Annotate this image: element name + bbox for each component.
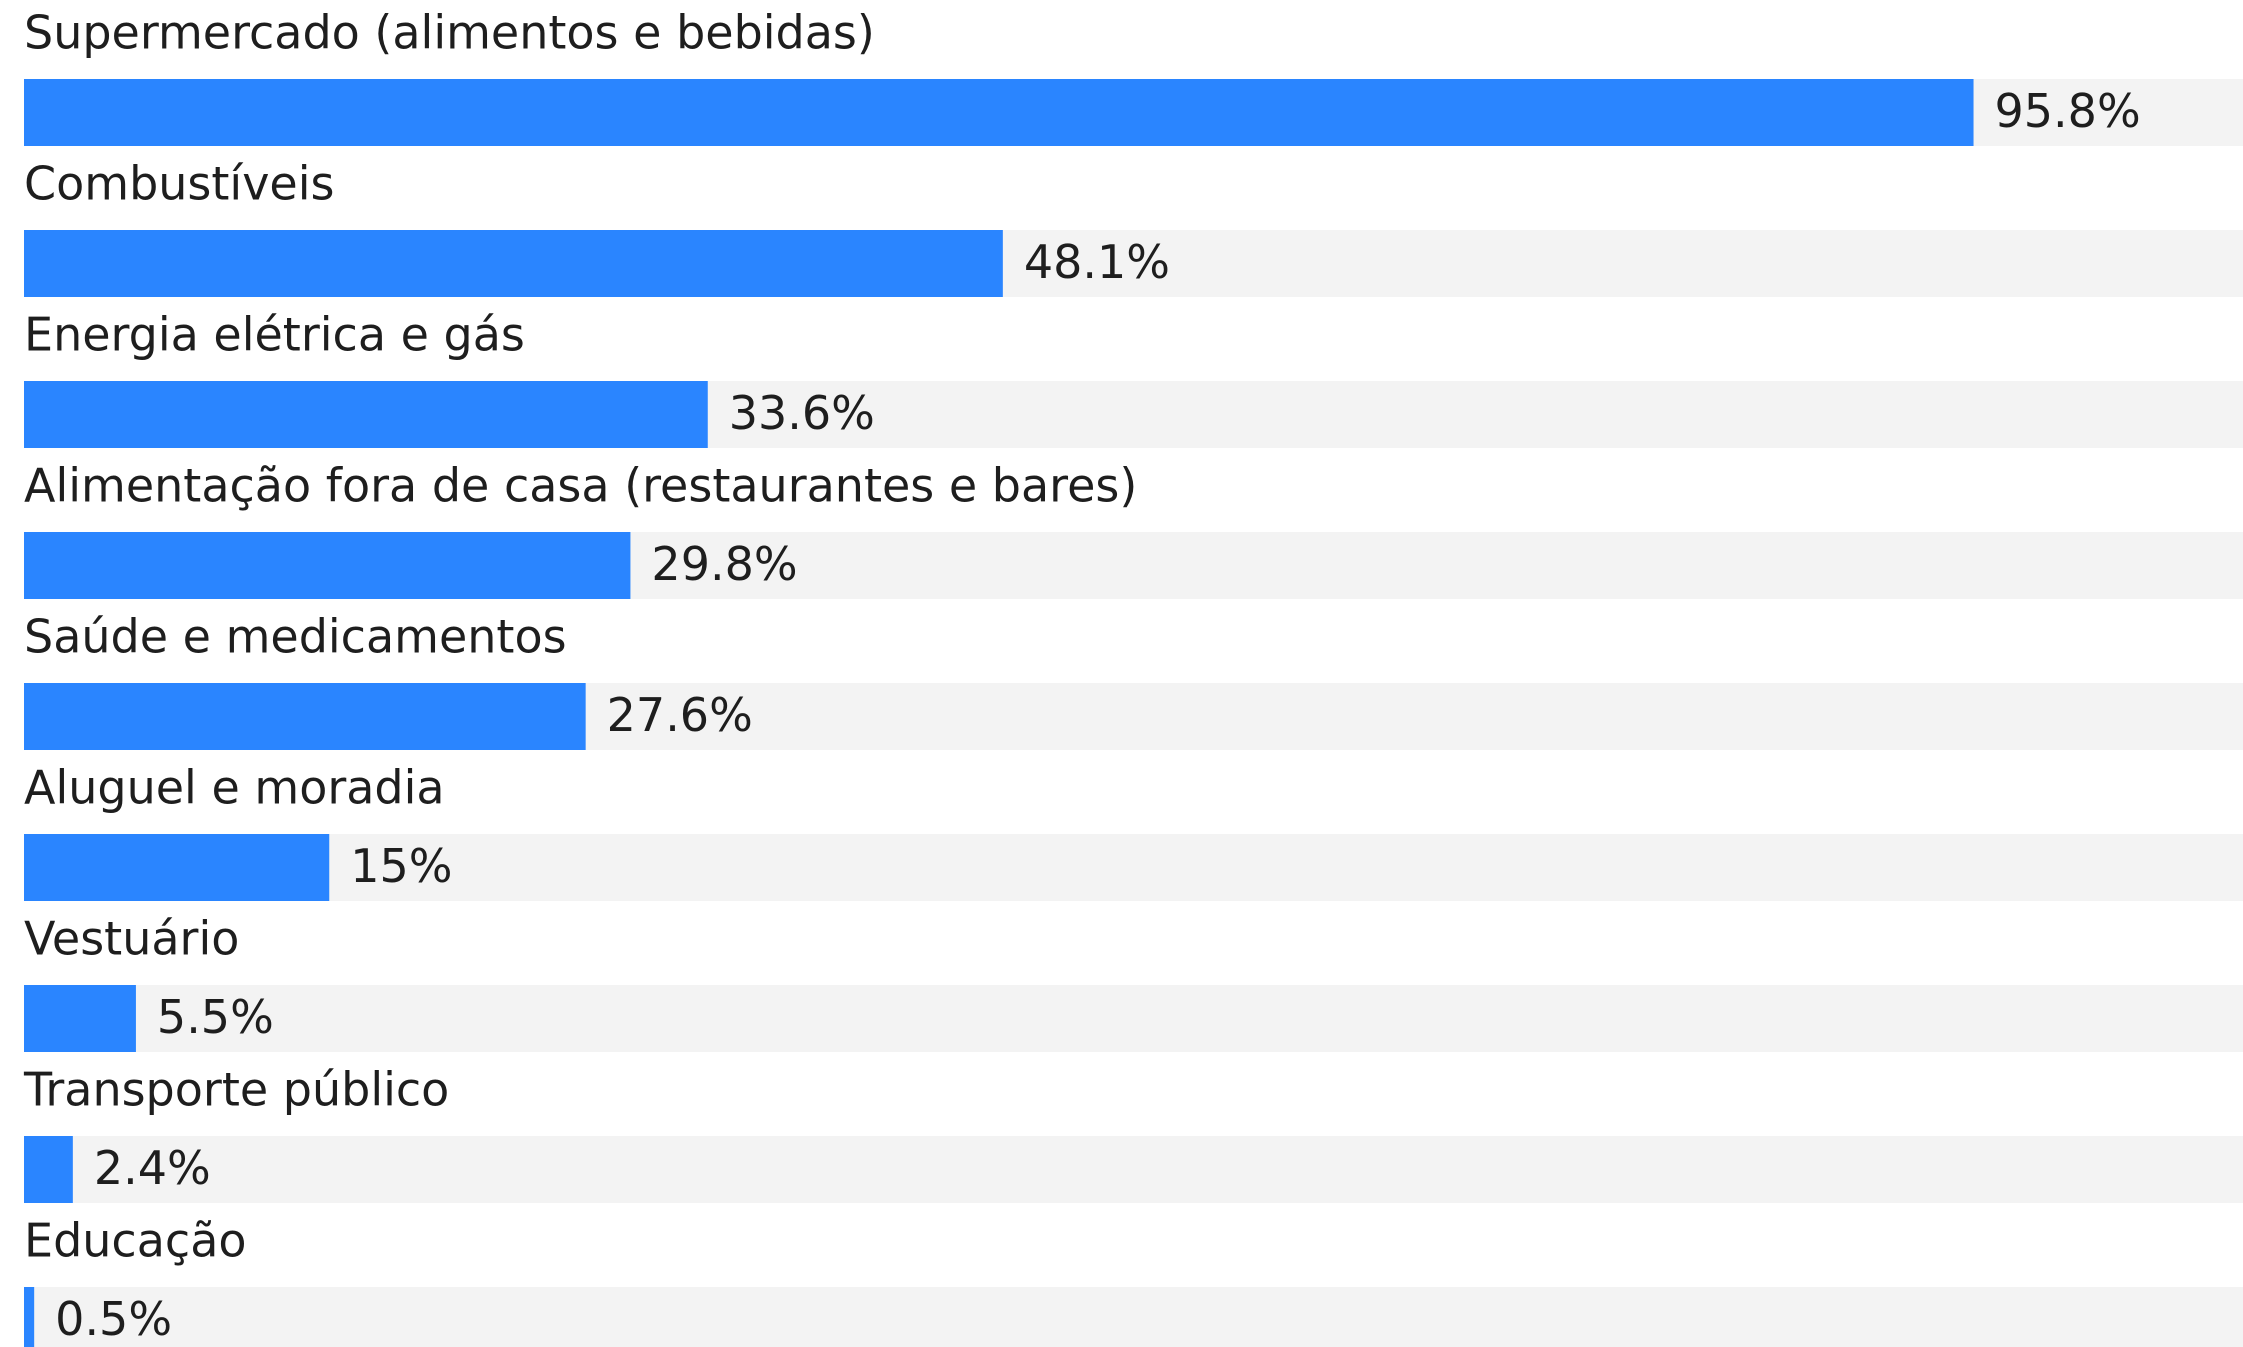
bar [24, 79, 1974, 146]
value-label: 5.5% [157, 990, 274, 1044]
bar-track [24, 834, 2243, 901]
category-label: Alimentação fora de casa (restaurantes e… [24, 459, 1137, 513]
value-label: 0.5% [55, 1292, 172, 1346]
value-label: 27.6% [607, 688, 753, 742]
bar [24, 683, 586, 750]
value-label: 95.8% [1995, 84, 2141, 138]
category-label: Saúde e medicamentos [24, 610, 567, 664]
category-label: Transporte público [23, 1063, 449, 1117]
value-label: 29.8% [651, 537, 797, 591]
bar-track [24, 1287, 2243, 1347]
value-label: 15% [350, 839, 452, 893]
category-label: Aluguel e moradia [24, 761, 445, 815]
bar [24, 985, 136, 1052]
value-label: 48.1% [1024, 235, 1170, 289]
bar [24, 230, 1003, 297]
bar [24, 1287, 35, 1347]
bar [24, 834, 330, 901]
bar-track [24, 985, 2243, 1052]
category-label: Combustíveis [24, 157, 334, 211]
category-label: Educação [24, 1214, 247, 1268]
category-label: Supermercado (alimentos e bebidas) [24, 6, 875, 60]
bar [24, 532, 631, 599]
value-label: 33.6% [729, 386, 875, 440]
category-label: Vestuário [24, 912, 239, 966]
bar [24, 381, 708, 448]
bar-track [24, 1136, 2243, 1203]
value-label: 2.4% [94, 1141, 211, 1195]
category-label: Energia elétrica e gás [24, 308, 525, 362]
bar [24, 1136, 73, 1203]
